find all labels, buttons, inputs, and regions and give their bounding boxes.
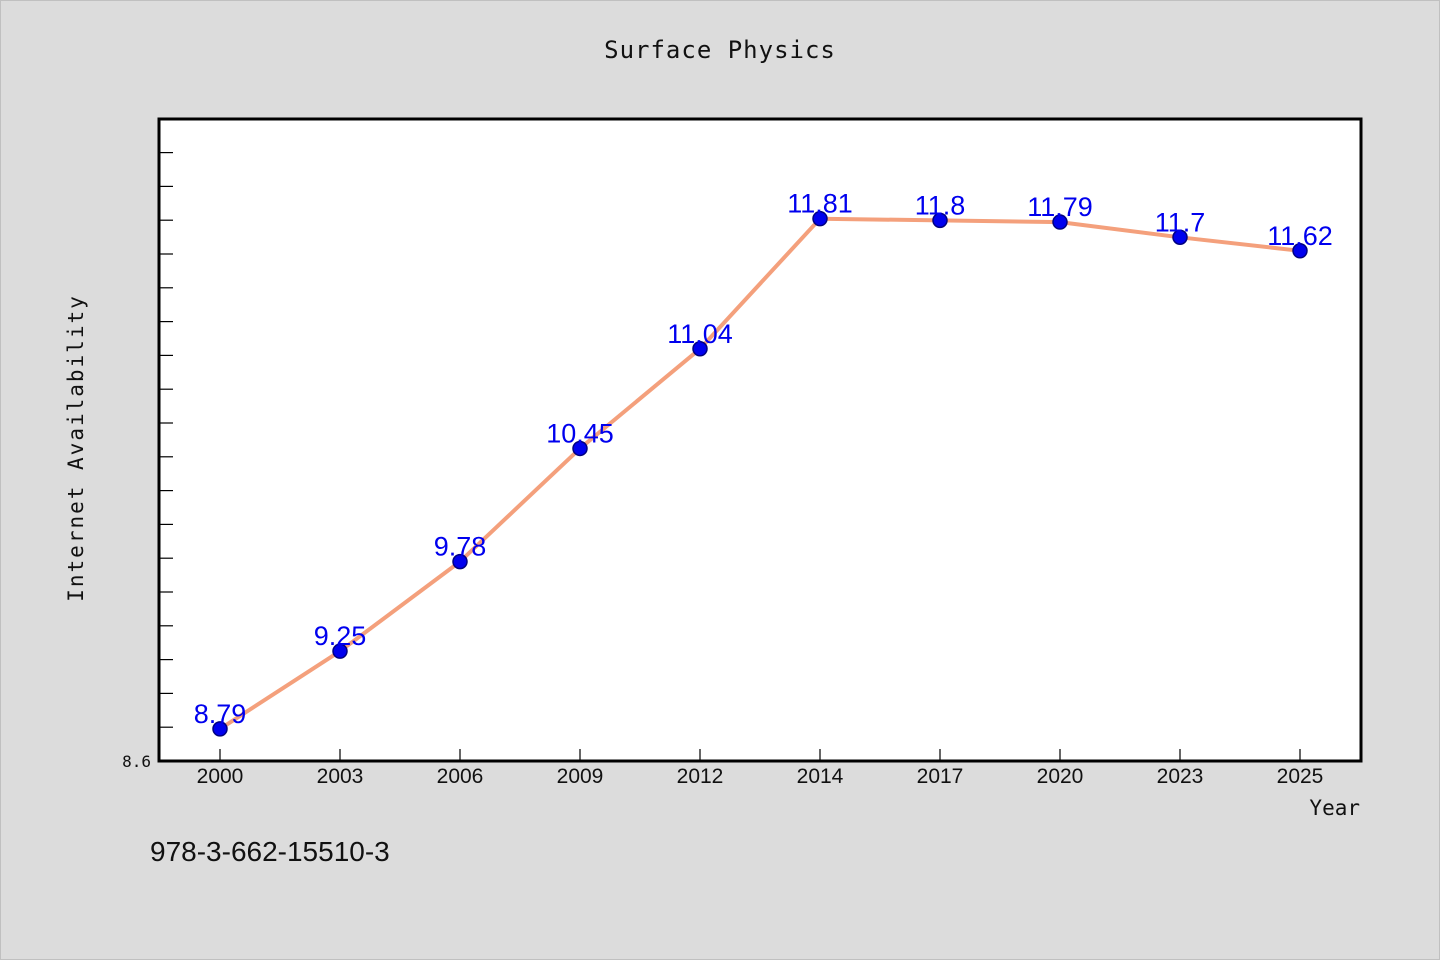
plot-frame xyxy=(157,117,1363,763)
x-tick-label: 2012 xyxy=(677,765,724,788)
isbn-footer: 978-3-662-15510-3 xyxy=(150,836,390,867)
data-point xyxy=(1172,229,1188,246)
x-tick-label: 2009 xyxy=(557,765,604,788)
data-point xyxy=(452,553,468,570)
x-tick-label: 2003 xyxy=(317,765,364,788)
data-label: 9.25 xyxy=(314,621,367,651)
data-point xyxy=(1052,214,1068,230)
data-label: 10.45 xyxy=(546,418,614,448)
data-point xyxy=(812,210,828,227)
x-tick-label: 2023 xyxy=(1157,765,1204,788)
data-label: 11.7 xyxy=(1155,207,1206,237)
data-point xyxy=(332,643,348,659)
x-tick-label: 2014 xyxy=(797,765,844,788)
data-point xyxy=(692,341,708,357)
data-label: 9.78 xyxy=(434,532,487,562)
y-tick-label: 8.6 xyxy=(122,752,151,771)
x-tick-label: 2020 xyxy=(1037,765,1084,788)
x-tick-label: 2017 xyxy=(917,765,964,788)
x-axis-label: Year xyxy=(1309,796,1360,820)
series-line xyxy=(218,216,1301,731)
data-label: 11.8 xyxy=(915,190,966,220)
chart-title: Surface Physics xyxy=(604,36,836,64)
data-label: 8.79 xyxy=(194,699,247,729)
data-label: 11.81 xyxy=(787,189,853,219)
data-label: 11.62 xyxy=(1267,221,1333,251)
data-point xyxy=(572,440,588,457)
x-tick-label: 2000 xyxy=(197,765,244,788)
x-tick-label: 2006 xyxy=(437,765,484,788)
data-point xyxy=(1292,243,1308,259)
data-label: 11.04 xyxy=(667,319,733,349)
data-point xyxy=(212,721,228,737)
x-tick-label: 2025 xyxy=(1277,765,1324,788)
data-label: 11.79 xyxy=(1027,192,1093,222)
data-point xyxy=(932,212,948,229)
